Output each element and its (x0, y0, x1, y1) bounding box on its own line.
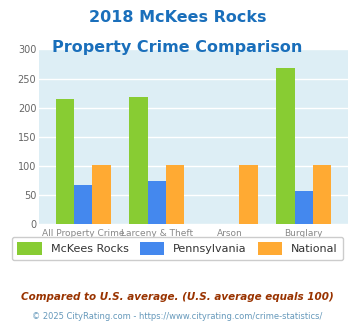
Text: All Property Crime: All Property Crime (42, 229, 124, 238)
Text: © 2025 CityRating.com - https://www.cityrating.com/crime-statistics/: © 2025 CityRating.com - https://www.city… (32, 312, 323, 321)
Bar (129, 97, 148, 224)
Text: Burglary: Burglary (284, 229, 323, 238)
Bar (148, 181, 166, 224)
Bar (239, 165, 258, 224)
Bar (276, 68, 295, 224)
Bar (56, 99, 74, 224)
Text: Larceny & Theft: Larceny & Theft (121, 229, 193, 238)
Text: Motor Vehicle Theft: Motor Vehicle Theft (113, 241, 201, 250)
Bar (92, 165, 111, 224)
Text: 2018 McKees Rocks: 2018 McKees Rocks (89, 10, 266, 25)
Bar (295, 191, 313, 224)
Text: Compared to U.S. average. (U.S. average equals 100): Compared to U.S. average. (U.S. average … (21, 292, 334, 302)
Text: Arson: Arson (217, 229, 243, 238)
Bar (74, 185, 92, 224)
Bar (313, 165, 331, 224)
Text: Property Crime Comparison: Property Crime Comparison (52, 40, 303, 54)
Bar (166, 165, 184, 224)
Legend: McKees Rocks, Pennsylvania, National: McKees Rocks, Pennsylvania, National (12, 237, 343, 260)
